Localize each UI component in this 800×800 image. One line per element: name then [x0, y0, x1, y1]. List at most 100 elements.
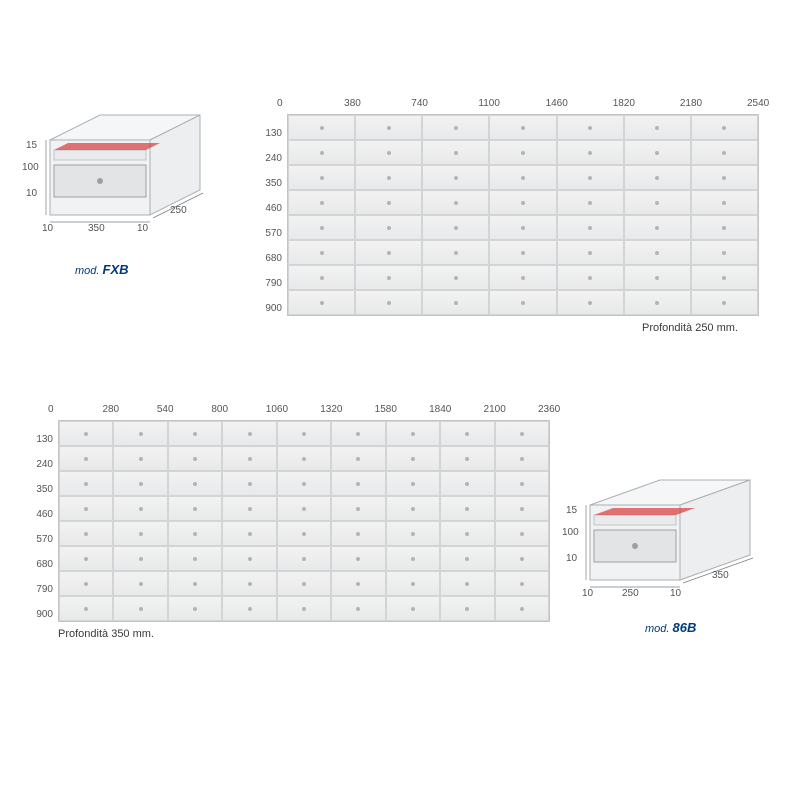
locker-cell [440, 421, 494, 446]
locker-cell [495, 471, 549, 496]
axis-left-tick: 130 [257, 128, 282, 139]
86b-dim-250: 250 [622, 588, 639, 599]
locker-cell [495, 546, 549, 571]
locker-cell [277, 421, 331, 446]
axis-top-tick: 1820 [613, 98, 635, 109]
86b-dim-350: 350 [712, 570, 729, 581]
locker-cell [495, 521, 549, 546]
axis-left-tick: 350 [28, 484, 53, 495]
fxb-mod-prefix: mod. [75, 265, 103, 277]
locker-cell [222, 496, 276, 521]
locker-cell [277, 521, 331, 546]
locker-cell [222, 596, 276, 621]
locker-cell [168, 546, 222, 571]
locker-cell [495, 496, 549, 521]
locker-cell [59, 496, 113, 521]
locker-cell [331, 521, 385, 546]
locker-cell [355, 215, 422, 240]
locker-cell [222, 521, 276, 546]
locker-cell [495, 571, 549, 596]
locker-cell [168, 471, 222, 496]
locker-cell [59, 546, 113, 571]
locker-cell [168, 496, 222, 521]
locker-cell [422, 240, 489, 265]
locker-cell [422, 215, 489, 240]
locker-cell [557, 240, 624, 265]
locker-cell [440, 521, 494, 546]
fxb-dim-10c: 10 [137, 223, 148, 234]
locker-cell [624, 265, 691, 290]
locker-cell [440, 596, 494, 621]
grid-86b-block: 0280540800106013201580184021002360 13024… [58, 420, 550, 622]
locker-cell [331, 496, 385, 521]
locker-cell [168, 596, 222, 621]
locker-cell [624, 140, 691, 165]
locker-cell [691, 265, 758, 290]
locker-cell [277, 596, 331, 621]
axis-top-tick: 540 [157, 404, 174, 415]
locker-cell [113, 471, 167, 496]
locker-cell [386, 421, 440, 446]
locker-cell [691, 190, 758, 215]
locker-cell [691, 290, 758, 315]
fxb-sketch: 15 100 10 10 350 10 250 [40, 110, 210, 240]
axis-top-tick: 2180 [680, 98, 702, 109]
locker-cell [288, 265, 355, 290]
fxb-dim-15: 15 [26, 140, 37, 151]
grid-fxb [287, 114, 759, 316]
locker-cell [168, 421, 222, 446]
locker-cell [422, 290, 489, 315]
locker-cell [386, 446, 440, 471]
axis-top-tick: 1100 [478, 98, 500, 109]
locker-cell [59, 596, 113, 621]
locker-cell [624, 240, 691, 265]
axis-left-tick: 570 [28, 534, 53, 545]
axis-top-tick: 740 [411, 98, 428, 109]
locker-cell [331, 546, 385, 571]
locker-cell [355, 190, 422, 215]
locker-cell [222, 546, 276, 571]
axis-top-tick: 2540 [747, 98, 769, 109]
fxb-dim-100: 100 [22, 162, 39, 173]
grid-fxb-depth-label: Profondità 250 mm. [642, 322, 738, 334]
axis-top-tick: 0 [48, 404, 54, 415]
locker-cell [288, 140, 355, 165]
axis-top-tick: 380 [344, 98, 361, 109]
locker-cell [113, 446, 167, 471]
grid-86b [58, 420, 550, 622]
86b-mod-prefix: mod. [645, 623, 673, 635]
axis-top-tick: 2100 [484, 404, 506, 415]
86b-dim-100: 100 [562, 527, 579, 538]
locker-cell [489, 240, 556, 265]
locker-cell [489, 190, 556, 215]
locker-cell [386, 521, 440, 546]
locker-cell [691, 165, 758, 190]
locker-cell [422, 140, 489, 165]
locker-cell [422, 115, 489, 140]
locker-cell [489, 140, 556, 165]
locker-cell [59, 571, 113, 596]
diagram-canvas: 15 100 10 10 350 10 250 mod. FXB 0 380 740… [0, 0, 800, 800]
locker-cell [440, 471, 494, 496]
axis-top-tick: 1840 [429, 404, 451, 415]
locker-cell [691, 115, 758, 140]
axis-top-tick: 280 [102, 404, 119, 415]
86b-mod-code: 86B [673, 620, 697, 635]
axis-left-tick: 460 [28, 509, 53, 520]
locker-cell [557, 165, 624, 190]
locker-cell [440, 496, 494, 521]
axis-left-tick: 350 [257, 178, 282, 189]
locker-cell [59, 521, 113, 546]
locker-cell [113, 496, 167, 521]
locker-cell [386, 471, 440, 496]
locker-cell [288, 215, 355, 240]
fxb-mod-code: FXB [103, 262, 129, 277]
locker-cell [440, 571, 494, 596]
locker-cell [355, 140, 422, 165]
axis-left-tick: 900 [257, 303, 282, 314]
locker-cell [355, 290, 422, 315]
locker-cell [691, 240, 758, 265]
locker-cell [59, 471, 113, 496]
axis-top-tick: 0 [277, 98, 283, 109]
locker-cell [557, 190, 624, 215]
